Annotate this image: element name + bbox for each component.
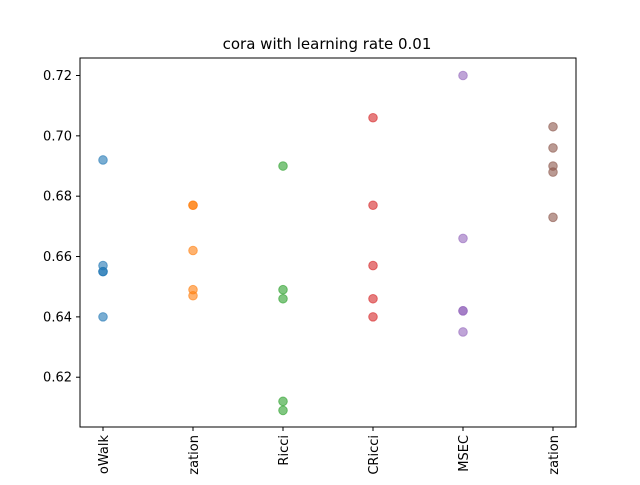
data-point	[458, 233, 468, 244]
plot-frame	[79, 57, 577, 428]
data-point	[548, 167, 558, 177]
data-point	[368, 112, 378, 123]
y-tick-label: 0.72	[43, 69, 72, 84]
y-tick-label: 0.64	[43, 310, 72, 325]
data-point	[458, 306, 468, 316]
data-point	[458, 327, 468, 337]
data-point	[458, 70, 468, 81]
chart-title: cora with learning rate 0.01	[223, 35, 432, 53]
data-point	[98, 266, 108, 277]
data-point	[368, 312, 378, 322]
data-point	[188, 245, 198, 256]
x-tick-label: zation	[547, 435, 562, 475]
x-tick-label: Ricci	[277, 435, 292, 466]
x-tick-label: oWalk	[97, 435, 112, 475]
x-tick-label: CRicci	[367, 435, 382, 475]
data-point	[278, 293, 288, 304]
y-tick-label: 0.66	[43, 250, 72, 265]
data-point	[98, 312, 108, 322]
plot-area: 0.62 0.64 0.66 0.68 0.70 0.72 oWalk zation Ricci…	[43, 57, 577, 475]
y-tick-label: 0.68	[43, 190, 72, 205]
data-point	[368, 200, 378, 211]
y-tick-label: 0.62	[43, 371, 72, 386]
data-point	[278, 284, 288, 295]
data-point	[548, 212, 558, 223]
data-point	[98, 155, 108, 165]
data-point	[368, 260, 378, 271]
y-tick-label: 0.70	[43, 129, 72, 144]
data-point	[548, 121, 558, 132]
x-tick-label: zation	[187, 435, 202, 475]
data-point	[368, 293, 378, 304]
x-tick-label: MSEC	[457, 435, 472, 472]
data-point	[278, 396, 288, 407]
data-point	[188, 290, 198, 301]
data-point	[278, 405, 288, 416]
data-point	[188, 200, 198, 211]
data-point	[278, 161, 288, 171]
data-point	[548, 143, 558, 153]
